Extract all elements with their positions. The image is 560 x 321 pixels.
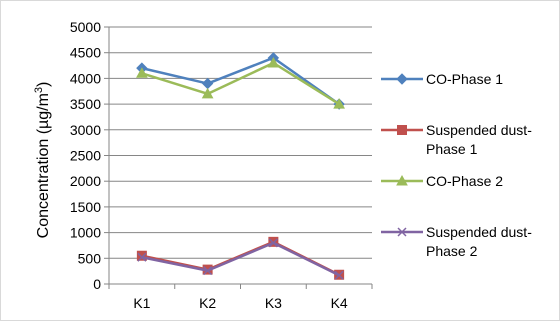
x-tick-label: K4 <box>331 295 348 311</box>
legend-marker <box>396 174 408 186</box>
legend-marker <box>397 227 407 237</box>
y-tick-label: 3000 <box>70 122 101 138</box>
y-tick-label: 4000 <box>70 70 101 86</box>
data-point <box>334 270 344 280</box>
y-tick-label: 1500 <box>70 199 101 215</box>
legend-item: Suspended dust- Phase 1 <box>381 122 532 157</box>
x-tick-label: K3 <box>265 295 282 311</box>
series-group <box>136 52 345 280</box>
y-axis-ticks: 0 500 1000 1500 2000 2500 3000 3500 4000 4500 5000 <box>70 19 109 292</box>
legend-label: Phase 2 <box>426 243 478 259</box>
y-tick-label: 1000 <box>70 225 101 241</box>
data-point <box>201 77 214 90</box>
legend: CO-Phase 1 Suspended dust- Phase 1 CO-Phase… <box>381 71 532 259</box>
x-tick-label: K2 <box>199 295 216 311</box>
y-tick-label: 2500 <box>70 148 101 164</box>
data-point <box>201 87 214 99</box>
legend-label: Suspended dust- <box>426 224 532 240</box>
y-tick-label: 3500 <box>70 96 101 112</box>
series-line <box>141 61 340 106</box>
x-axis-ticks: K1 K2 K3 K4 <box>108 284 373 311</box>
y-tick-label: 0 <box>93 276 101 292</box>
x-tick-label: K1 <box>133 295 150 311</box>
legend-label: Suspended dust- <box>426 122 532 138</box>
data-point <box>136 67 148 78</box>
series-line <box>141 56 340 106</box>
y-tick-label: 2000 <box>70 173 101 189</box>
legend-item: CO-Phase 1 <box>381 71 503 87</box>
series-4 <box>137 238 344 280</box>
data-point <box>137 252 147 262</box>
legend-label: CO-Phase 1 <box>426 71 503 87</box>
legend-item: Suspended dust- Phase 2 <box>381 224 532 259</box>
y-tick-label: 500 <box>78 250 102 266</box>
y-axis-label: Concentration (µg/m3) <box>33 82 52 239</box>
legend-marker <box>396 73 408 85</box>
series-line <box>141 241 340 277</box>
legend-label: Phase 1 <box>426 141 478 157</box>
data-point <box>136 250 147 261</box>
data-point <box>267 56 280 68</box>
data-point <box>333 98 345 109</box>
data-point <box>203 266 213 276</box>
y-tick-label: 4500 <box>70 45 101 61</box>
y-tick-label: 5000 <box>70 19 101 35</box>
legend-marker <box>397 125 407 135</box>
data-point <box>268 238 278 248</box>
gridlines <box>109 26 372 259</box>
legend-label: CO-Phase 2 <box>426 173 503 189</box>
series-3 <box>136 56 345 109</box>
legend-item: CO-Phase 2 <box>381 173 503 189</box>
